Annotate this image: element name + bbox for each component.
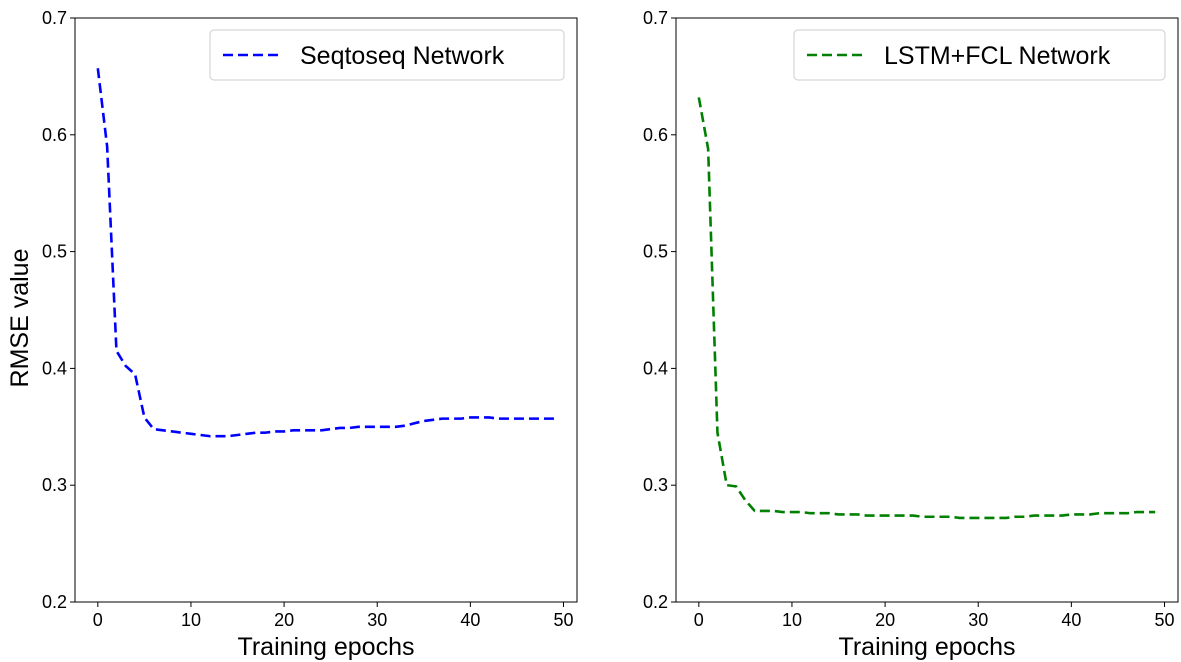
x-tick-label: 20 — [274, 610, 294, 630]
x-tick-label: 0 — [694, 610, 704, 630]
y-tick-label: 0.4 — [643, 358, 668, 378]
axes-frame — [74, 17, 578, 603]
y-tick-label: 0.2 — [42, 592, 67, 612]
y-tick-label: 0.7 — [42, 8, 67, 28]
x-tick-label: 50 — [1154, 610, 1174, 630]
legend-box — [793, 29, 1166, 81]
y-tick-label: 0.5 — [643, 242, 668, 262]
y-tick-label: 0.6 — [42, 125, 67, 145]
chart-panel-seqtoseq: 0 10 20 30 40 50 0.2 0.3 0.4 0.5 0.6 0.7 Training ep… — [6, 8, 578, 661]
legend-label: LSTM+FCL Network — [884, 42, 1111, 70]
y-tick-label: 0.6 — [643, 125, 668, 145]
x-tick-label: 10 — [181, 610, 201, 630]
axes-frame — [675, 17, 1179, 603]
series-line-0 — [697, 97, 1156, 520]
x-tick-label: 50 — [553, 610, 573, 630]
legend-box — [209, 29, 565, 81]
legend-label: Seqtoseq Network — [300, 42, 505, 70]
x-tick-label: 10 — [782, 610, 802, 630]
series-line-0 — [96, 68, 555, 438]
x-tick-label: 0 — [93, 610, 103, 630]
y-tick-label: 0.3 — [42, 475, 67, 495]
x-tick-label: 30 — [367, 610, 387, 630]
y-tick-label: 0.3 — [643, 475, 668, 495]
y-axis-label: RMSE value — [6, 249, 34, 388]
x-tick-label: 30 — [968, 610, 988, 630]
y-tick-label: 0.2 — [643, 592, 668, 612]
x-axis-label: Training epochs — [238, 633, 415, 661]
y-tick-label: 0.5 — [42, 242, 67, 262]
x-axis-label: Training epochs — [839, 633, 1016, 661]
chart-panel-lstm-fcl: 0 10 20 30 40 50 0.2 0.3 0.4 0.5 0.6 0.7 Training ep… — [643, 8, 1179, 661]
y-tick-label: 0.4 — [42, 358, 67, 378]
x-tick-label: 40 — [1061, 610, 1081, 630]
x-tick-label: 40 — [460, 610, 480, 630]
x-tick-label: 20 — [875, 610, 895, 630]
y-tick-label: 0.7 — [643, 8, 668, 28]
